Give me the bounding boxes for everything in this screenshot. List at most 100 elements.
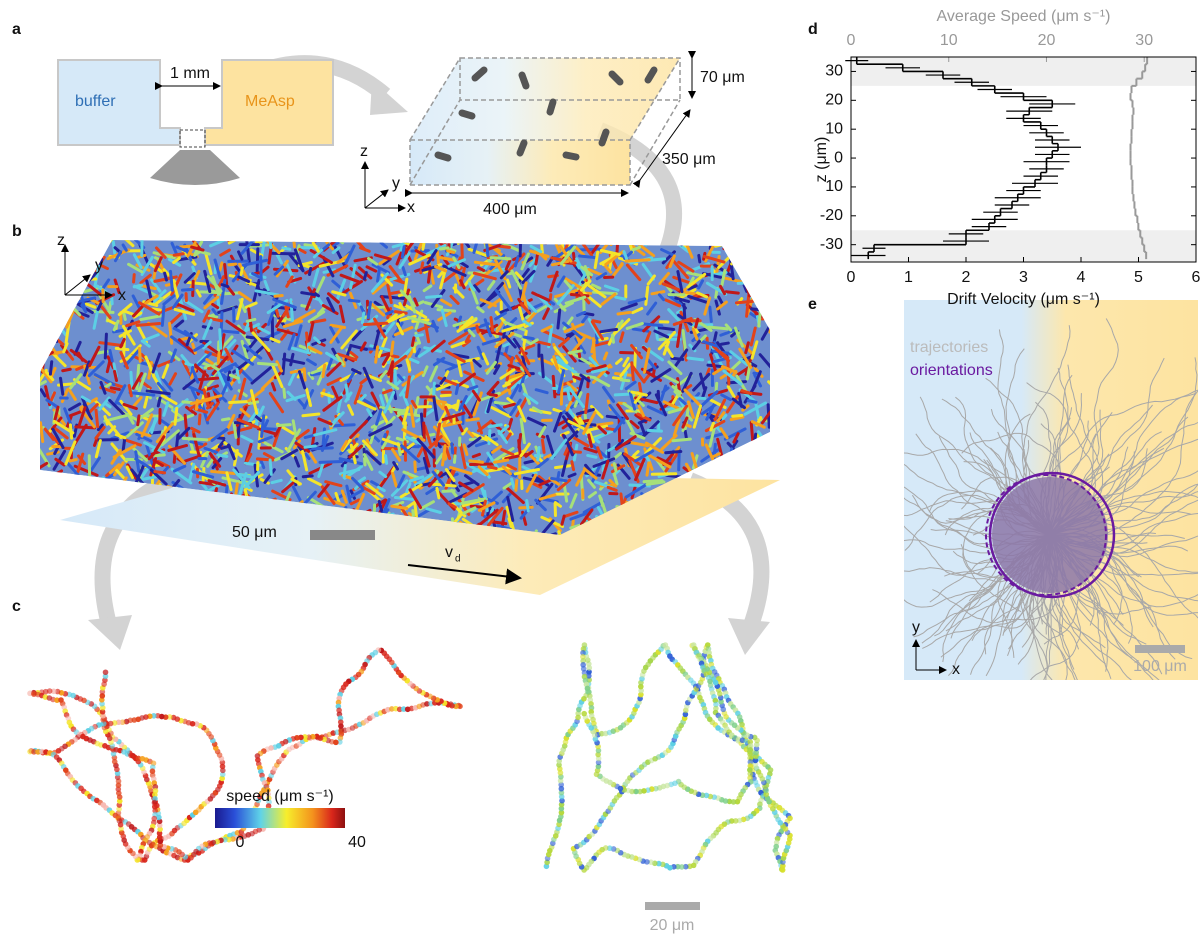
track-segment: [621, 380, 629, 381]
track-segment: [364, 323, 387, 324]
track-segment: [454, 224, 464, 243]
track-segment: [303, 476, 312, 477]
track-segment: [760, 249, 766, 259]
track-segment: [489, 431, 490, 444]
track-segment: [556, 466, 570, 468]
track-segment: [42, 242, 43, 265]
track-segment: [155, 455, 164, 456]
track-segment: [134, 285, 141, 287]
axis-letter: x: [407, 199, 415, 216]
track-segment: [175, 409, 177, 425]
track-segment: [750, 492, 758, 507]
track-segment: [124, 314, 125, 320]
track-segment: [247, 319, 255, 321]
track-segment: [726, 292, 738, 293]
track-segment: [525, 337, 534, 339]
track-segment: [28, 338, 44, 346]
track-segment: [275, 295, 282, 296]
track-segment: [85, 525, 90, 533]
track-segment: [44, 243, 57, 262]
track-segment: [709, 327, 727, 329]
track-segment: [412, 338, 413, 346]
track-segment: [416, 468, 426, 470]
track-segment: [716, 469, 723, 479]
track-segment: [541, 232, 543, 252]
track-segment: [354, 238, 375, 240]
attractant-label: MeAsp: [245, 93, 295, 110]
dimension-label: 70 μm: [700, 69, 745, 86]
track-segment: [525, 461, 534, 463]
track-segment: [748, 401, 756, 403]
track-segment: [355, 229, 368, 240]
track-segment: [762, 263, 771, 268]
track-segment: [536, 254, 538, 264]
x-tick-label: 6: [1192, 269, 1201, 286]
track-segment: [66, 258, 74, 260]
track-segment: [457, 401, 459, 410]
track-segment: [364, 273, 366, 279]
page: { "panel_labels": ["a", "b", "c", "d", "…: [0, 0, 1203, 938]
track-segment: [291, 300, 293, 321]
track-segment: [438, 310, 455, 311]
track-segment: [386, 456, 387, 464]
drift-subscript: d: [455, 554, 461, 565]
track-segment: [406, 225, 414, 245]
track-segment: [56, 249, 58, 268]
track-segment: [195, 378, 217, 380]
track-segment: [42, 313, 48, 317]
trajectories-c: [27, 642, 793, 873]
track-segment: [84, 496, 96, 503]
track-segment: [222, 419, 228, 420]
track-segment: [134, 275, 135, 282]
track-segment: [392, 356, 398, 357]
track-segment: [658, 328, 674, 330]
track-segment: [74, 527, 81, 534]
track-segment: [670, 533, 683, 537]
track-segment: [305, 446, 315, 447]
track-segment: [131, 487, 136, 491]
track-segment: [58, 315, 59, 322]
dimension-label: 400 μm: [483, 201, 537, 218]
track-segment: [471, 362, 473, 372]
axis-letter: x: [952, 661, 960, 678]
track-segment: [611, 222, 612, 245]
track-segment: [53, 285, 71, 298]
track-segment: [765, 470, 766, 478]
x2-axis-title: Average Speed (μm s⁻¹): [937, 8, 1111, 25]
y-tick-label: -30: [820, 236, 843, 253]
colorbar: [215, 808, 345, 828]
track-segment: [320, 462, 342, 463]
x-tick-label: 1: [904, 269, 913, 286]
track-segment: [55, 495, 71, 509]
track-segment: [616, 297, 625, 299]
track-segment: [395, 370, 396, 383]
track-segment: [77, 498, 89, 508]
track-segment: [114, 371, 116, 380]
axis-letter: z: [360, 143, 368, 160]
track-segment: [516, 238, 526, 244]
track-segment: [402, 247, 404, 258]
track-segment: [769, 461, 778, 482]
track-segment: [647, 463, 649, 475]
track-segment: [768, 445, 784, 447]
track-segment: [632, 363, 634, 380]
track-segment: [736, 242, 754, 247]
track-segment: [55, 320, 66, 334]
track-segment: [349, 300, 359, 301]
track-segment: [624, 237, 630, 242]
track-segment: [711, 236, 726, 244]
track-segment: [107, 483, 115, 487]
axis-letter: y: [912, 619, 920, 636]
track-segment: [741, 467, 747, 473]
track-segment: [537, 242, 545, 243]
track-segment: [32, 338, 49, 347]
track-segment: [218, 353, 219, 364]
y-tick-label: -20: [820, 207, 843, 224]
track-segment: [78, 503, 96, 511]
track-segment: [657, 537, 662, 548]
x-axis-title: Drift Velocity (μm s⁻¹): [947, 291, 1100, 308]
track-segment: [222, 285, 228, 287]
track-segment: [276, 309, 278, 316]
drift-symbol: v: [445, 544, 453, 561]
track-segment: [727, 523, 730, 533]
